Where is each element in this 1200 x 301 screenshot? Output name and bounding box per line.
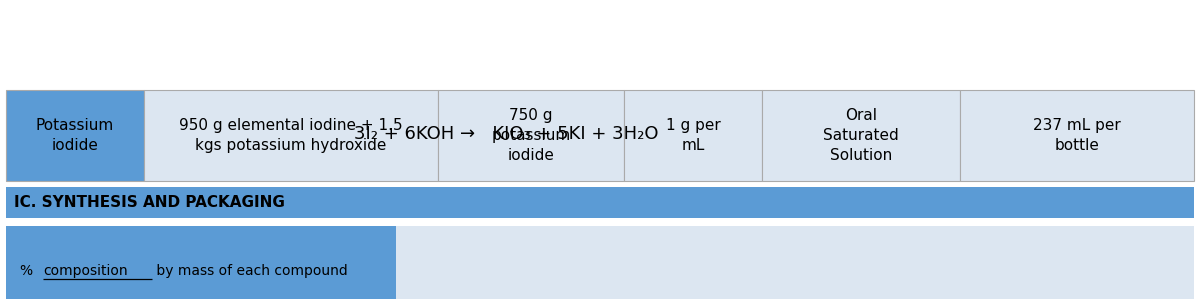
FancyBboxPatch shape — [6, 226, 1194, 299]
Text: 3I₂ + 6KOH →   KIO₃ + 5KI + 3H₂O: 3I₂ + 6KOH → KIO₃ + 5KI + 3H₂O — [354, 125, 659, 143]
Text: by mass of each compound: by mass of each compound — [152, 265, 348, 278]
FancyBboxPatch shape — [6, 187, 1194, 218]
FancyBboxPatch shape — [762, 90, 960, 181]
FancyBboxPatch shape — [438, 90, 624, 181]
FancyBboxPatch shape — [6, 226, 396, 299]
Text: %: % — [20, 265, 38, 278]
Text: 750 g
potassium
iodide: 750 g potassium iodide — [491, 108, 571, 163]
Text: 950 g elemental iodine + 1.5
kgs potassium hydroxide: 950 g elemental iodine + 1.5 kgs potassi… — [179, 118, 403, 153]
FancyBboxPatch shape — [624, 90, 762, 181]
Text: Potassium
iodide: Potassium iodide — [36, 118, 114, 153]
FancyBboxPatch shape — [960, 90, 1194, 181]
Text: composition: composition — [43, 265, 127, 278]
Text: 237 mL per
bottle: 237 mL per bottle — [1033, 118, 1121, 153]
Text: IC. SYNTHESIS AND PACKAGING: IC. SYNTHESIS AND PACKAGING — [14, 195, 286, 210]
Text: 1 g per
mL: 1 g per mL — [666, 118, 720, 153]
FancyBboxPatch shape — [144, 90, 438, 181]
FancyBboxPatch shape — [6, 90, 144, 181]
Text: Oral
Saturated
Solution: Oral Saturated Solution — [823, 108, 899, 163]
